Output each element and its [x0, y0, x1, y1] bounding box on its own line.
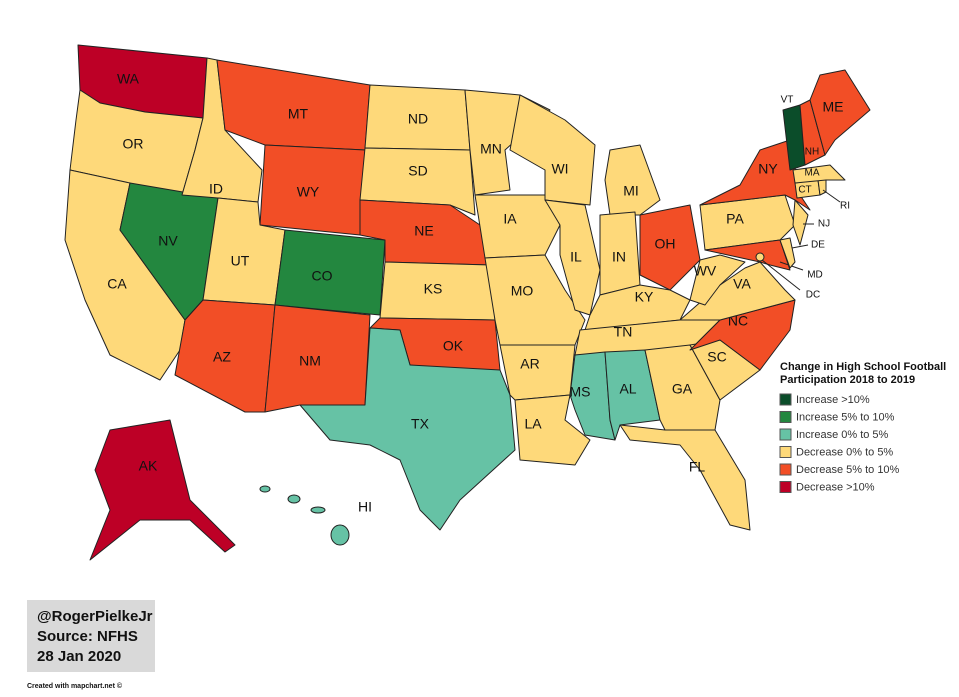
state-label: OK: [443, 338, 464, 354]
state-label: NV: [158, 233, 178, 249]
state: [755, 252, 765, 262]
state-label: DE: [811, 240, 825, 251]
state: [474, 194, 561, 259]
state-label: ND: [408, 111, 428, 127]
state-label: HI: [358, 499, 372, 515]
state-label: KS: [424, 281, 443, 297]
state: [679, 261, 796, 321]
state: [809, 69, 871, 156]
state: [817, 179, 827, 196]
state-label: VA: [733, 276, 751, 292]
footer: Created with mapchart.net ©: [27, 682, 123, 690]
legend-label: Increase >10%: [796, 394, 870, 406]
state: [792, 199, 809, 246]
credit-line: Source: NFHS: [37, 628, 138, 645]
state: [544, 199, 601, 316]
state-label: ME: [823, 99, 844, 115]
legend-title: Participation 2018 to 2019: [780, 374, 915, 386]
state: [604, 144, 661, 216]
state-label: NE: [414, 223, 433, 239]
state-label: DC: [806, 290, 820, 301]
state: [330, 524, 350, 546]
state-label: NH: [805, 147, 819, 158]
state-label: AR: [520, 356, 539, 372]
legend-swatch: [779, 428, 792, 441]
state-label: MT: [288, 106, 309, 122]
state-label: MD: [807, 270, 823, 281]
state-label: NJ: [818, 219, 830, 230]
state-label: IN: [612, 249, 626, 265]
legend-swatch: [779, 393, 792, 406]
state: [359, 147, 476, 216]
credit-box: [27, 600, 155, 672]
state-label: WA: [117, 71, 140, 87]
state-label: AK: [139, 458, 158, 474]
state: [310, 506, 326, 514]
legend-title: Change in High School Football: [780, 361, 946, 373]
state-label: CA: [107, 276, 127, 292]
state-label: IL: [570, 249, 582, 265]
state-label: TX: [411, 416, 430, 432]
state-label: KY: [635, 289, 654, 305]
state-label: SC: [707, 349, 726, 365]
state-label: NY: [758, 161, 778, 177]
state: [89, 419, 236, 561]
state: [299, 327, 516, 531]
state-label: PA: [726, 211, 744, 227]
legend-label: Decrease 0% to 5%: [796, 446, 893, 458]
state-label: OH: [655, 236, 676, 252]
state-label: FL: [689, 459, 706, 475]
state-label: LA: [524, 416, 542, 432]
leader-line: [791, 244, 809, 249]
state-label: MO: [511, 283, 534, 299]
state-label: VT: [781, 95, 794, 106]
legend-swatch: [779, 446, 792, 458]
credit-line: @RogerPielkeJr: [37, 608, 153, 625]
state: [639, 204, 701, 291]
state-label: IA: [503, 211, 517, 227]
state: [792, 164, 846, 184]
legend-label: Decrease 5% to 10%: [796, 464, 900, 476]
legend-label: Decrease >10%: [796, 481, 875, 493]
state: [779, 237, 796, 269]
state-label: MA: [805, 168, 820, 179]
state: [509, 94, 596, 206]
state-label: RI: [840, 201, 850, 212]
state-label: OR: [123, 136, 144, 152]
leader-line: [761, 259, 801, 291]
state: [259, 485, 271, 493]
state-label: CT: [798, 185, 811, 196]
state-label: ID: [209, 181, 223, 197]
state-label: TN: [614, 324, 633, 340]
state: [704, 239, 791, 271]
state-label: GA: [672, 381, 693, 397]
state-label: AL: [619, 381, 636, 397]
credit-line: 28 Jan 2020: [37, 648, 121, 665]
state-label: MS: [570, 384, 591, 400]
legend-swatch: [779, 411, 792, 423]
leader-line: [822, 189, 841, 203]
state: [619, 424, 751, 531]
state-label: SD: [408, 163, 427, 179]
state-label: CO: [312, 268, 333, 284]
state-label: WI: [551, 161, 568, 177]
legend-swatch: [779, 481, 792, 493]
state: [689, 254, 746, 306]
state-label: NM: [299, 353, 321, 369]
legend-swatch: [779, 463, 792, 476]
state-label: MI: [623, 183, 639, 199]
state: [287, 494, 301, 504]
state-label: WV: [694, 263, 717, 279]
state-label: UT: [231, 253, 250, 269]
state-label: WY: [297, 184, 320, 200]
state-label: AZ: [213, 349, 231, 365]
legend-label: Increase 5% to 10%: [796, 411, 895, 423]
state: [499, 344, 576, 401]
legend-label: Increase 0% to 5%: [796, 429, 889, 441]
state-label: MN: [480, 141, 502, 157]
